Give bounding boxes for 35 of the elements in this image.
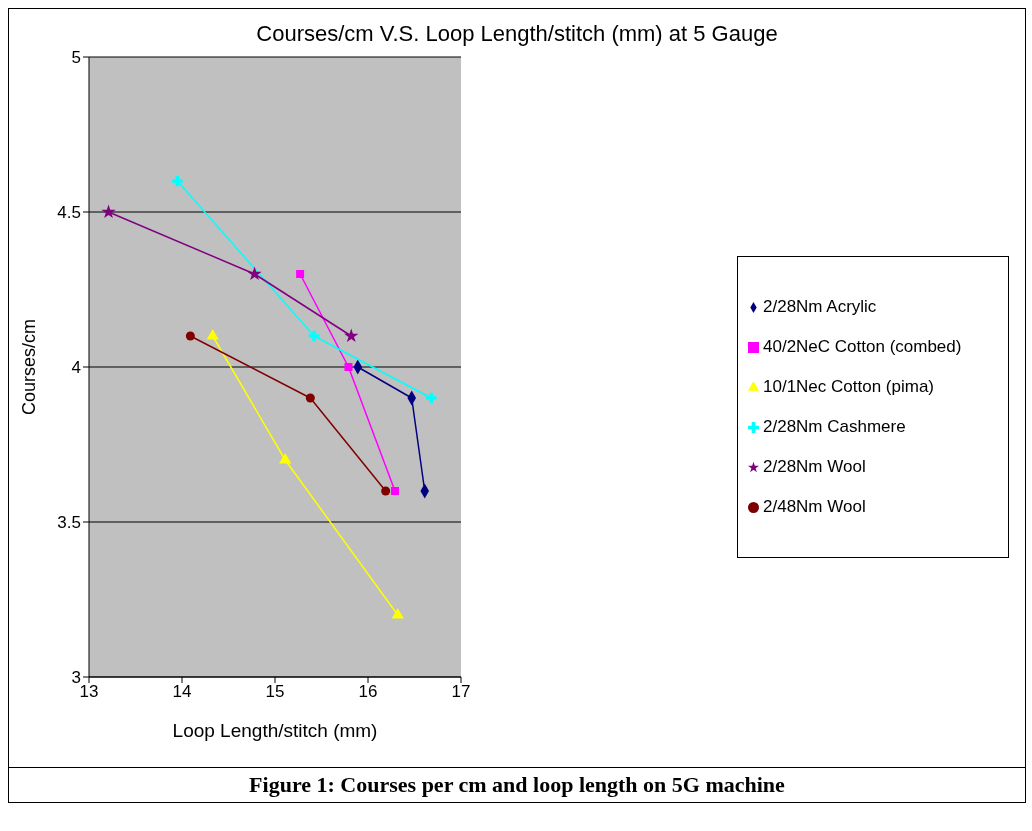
point <box>305 393 315 403</box>
y-axis-title: Courses/cm <box>19 318 40 416</box>
x-tick-label: 16 <box>358 682 378 702</box>
legend-label: 40/2NeC Cotton (combed) <box>763 337 962 356</box>
point <box>344 328 359 343</box>
point <box>101 204 116 219</box>
x-axis-title: Loop Length/stitch (mm) <box>172 720 378 741</box>
point <box>185 331 195 341</box>
point <box>247 266 262 281</box>
y-tick-label: 5 <box>71 48 81 68</box>
point <box>296 270 305 278</box>
y-tick-label: 3.5 <box>57 513 81 533</box>
point <box>390 487 399 495</box>
x-tick-label: 14 <box>172 682 192 702</box>
text: Courses/cm V.S. Loop Length/stitch (mm) at 5 Gauge <box>255 20 779 47</box>
point <box>381 486 391 496</box>
x-tick-label: 13 <box>79 682 99 702</box>
point <box>171 175 183 187</box>
point <box>308 330 320 342</box>
legend-label: 2/28Nm Acrylic <box>763 297 877 316</box>
point <box>344 363 353 371</box>
legend-label: 2/28Nm Cashmere <box>763 417 906 436</box>
y-tick-label: 3 <box>71 668 81 688</box>
point <box>206 328 219 340</box>
y-tick-label: 4 <box>71 358 81 378</box>
legend-label: 2/28Nm Wool <box>763 457 866 476</box>
point <box>425 392 437 404</box>
x-tick-label: 17 <box>451 682 471 702</box>
y-tick-label: 4.5 <box>57 203 81 223</box>
legend-label: 10/1Nec Cotton (pima) <box>763 377 935 396</box>
x-tick-label: 15 <box>265 682 285 702</box>
legend-label: 2/48Nm Wool <box>763 497 866 516</box>
point <box>279 452 292 464</box>
caption: Figure 1: Courses per cm and loop length on 5G machine <box>9 767 1025 802</box>
point <box>391 607 404 619</box>
